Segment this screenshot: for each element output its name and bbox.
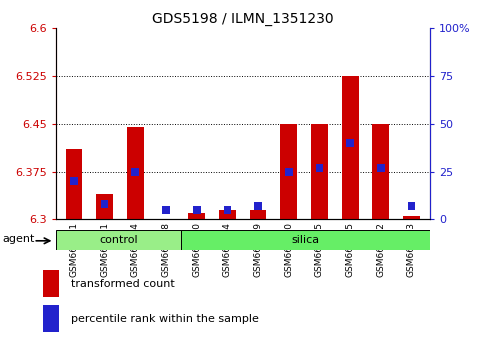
Bar: [162, 206, 170, 214]
Bar: [341, 76, 358, 219]
Bar: [101, 200, 109, 208]
Bar: [193, 206, 200, 214]
Bar: [280, 124, 297, 219]
Bar: [224, 206, 231, 214]
Bar: [285, 168, 293, 176]
Bar: [127, 127, 144, 219]
Bar: [219, 210, 236, 219]
Bar: [403, 216, 420, 219]
Bar: [96, 194, 113, 219]
Bar: [250, 210, 267, 219]
Bar: [372, 124, 389, 219]
Bar: [408, 202, 415, 210]
Bar: [188, 213, 205, 219]
Bar: [315, 164, 323, 172]
Bar: [56, 230, 181, 250]
Bar: [70, 177, 78, 185]
Bar: [254, 202, 262, 210]
Bar: [43, 270, 59, 297]
Bar: [66, 149, 83, 219]
Bar: [131, 168, 139, 176]
Bar: [43, 305, 59, 332]
Title: GDS5198 / ILMN_1351230: GDS5198 / ILMN_1351230: [152, 12, 334, 26]
Bar: [346, 139, 354, 147]
Text: transformed count: transformed count: [71, 279, 175, 289]
Bar: [311, 124, 328, 219]
Bar: [377, 164, 384, 172]
Bar: [181, 230, 430, 250]
Text: agent: agent: [3, 234, 35, 244]
Text: percentile rank within the sample: percentile rank within the sample: [71, 314, 259, 324]
Text: control: control: [99, 235, 138, 245]
Text: silica: silica: [292, 235, 320, 245]
